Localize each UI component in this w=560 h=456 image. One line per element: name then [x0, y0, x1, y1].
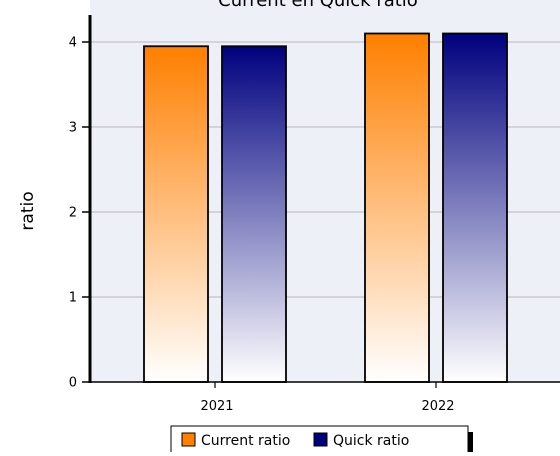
- bars: [143, 32, 508, 383]
- chart-title: Current en Quick ratio: [218, 0, 418, 11]
- legend-swatch: [181, 432, 196, 447]
- legend-label: Current ratio: [201, 433, 290, 449]
- legend-swatch: [313, 432, 328, 447]
- y-axis-label: ratio: [18, 191, 38, 230]
- y-tick-label: 0: [69, 376, 77, 391]
- y-ticks: 0 1 2 3 4: [69, 36, 90, 391]
- legend-label: Quick ratio: [333, 433, 409, 449]
- x-tick-label: 2021: [200, 399, 233, 414]
- legend: Current ratio Quick ratio: [170, 425, 473, 456]
- legend-shadow: [468, 432, 473, 454]
- bar-quick-ratio-2021: [221, 45, 287, 383]
- bar-current-ratio-2022: [364, 32, 430, 383]
- bar-quick-ratio-2022: [442, 32, 508, 383]
- bar-current-ratio-2021: [143, 45, 209, 383]
- y-tick-label: 4: [69, 36, 77, 51]
- y-tick-label: 2: [69, 206, 77, 221]
- legend-items: Current ratio Quick ratio: [181, 432, 409, 449]
- y-tick-label: 3: [69, 121, 77, 136]
- x-tick-label: 2022: [421, 399, 454, 414]
- x-ticks: 2021 2022: [200, 382, 455, 414]
- y-tick-label: 1: [69, 291, 77, 306]
